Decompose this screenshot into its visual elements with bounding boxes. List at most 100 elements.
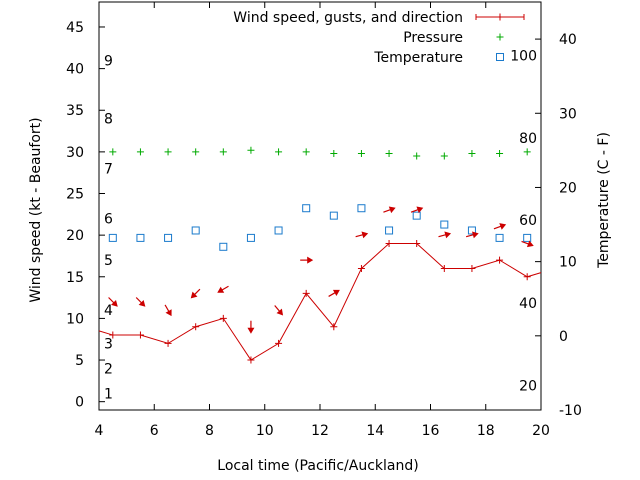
temperature-point: [329, 211, 338, 220]
pressure-point: [468, 150, 476, 158]
pressure-point: [275, 148, 283, 156]
wind-arrow: [438, 231, 452, 239]
y-right-tick-label: 0: [559, 329, 568, 345]
wind-arrow: [328, 289, 340, 297]
temperature-point: [219, 242, 228, 251]
temperature-point: [136, 233, 145, 242]
y-left-tick-label: 35: [66, 103, 84, 119]
y-left-tick-label: 5: [75, 353, 84, 369]
wind-point: [192, 323, 200, 331]
x-tick-label: 8: [205, 423, 214, 439]
fahrenheit-label: 20: [519, 379, 537, 395]
temperature-point: [302, 204, 311, 213]
wind-point: [164, 339, 172, 347]
legend-label-wind: Wind speed, gusts, and direction: [233, 10, 463, 26]
x-axis-label: Local time (Pacific/Auckland): [217, 458, 418, 474]
y-right-tick-label: 40: [559, 32, 577, 48]
pressure-point: [109, 148, 117, 156]
pressure-point: [136, 148, 144, 156]
wind-arrow: [410, 206, 424, 214]
wind-point: [523, 273, 531, 281]
wind-arrow: [108, 297, 118, 307]
y-left-tick-label: 40: [66, 62, 84, 78]
temperature-point: [385, 226, 394, 235]
legend-swatch-pressure: [496, 33, 504, 41]
wind-line: [98, 242, 542, 361]
wind-point: [275, 339, 283, 347]
wind-point: [136, 331, 144, 339]
temperature-point: [274, 226, 283, 235]
beaufort-label: 9: [104, 53, 113, 69]
temperature-point: [246, 233, 255, 242]
pressure-point: [302, 148, 310, 156]
x-tick-label: 18: [477, 423, 495, 439]
beaufort-label: 6: [104, 211, 113, 227]
beaufort-label: 4: [104, 303, 113, 319]
legend-swatch-wind-point: [496, 13, 504, 21]
wind-arrow-head: [499, 223, 507, 230]
wind-point: [357, 264, 365, 272]
wind-arrow: [383, 206, 396, 214]
pressure-point: [219, 148, 227, 156]
temperature-point: [523, 233, 532, 242]
wind-arrow-head: [247, 327, 255, 334]
pressure-point: [247, 146, 255, 154]
wind-arrow-head: [332, 289, 340, 296]
wind-arrow: [465, 231, 479, 239]
wind-point: [468, 264, 476, 272]
wind-arrow: [164, 304, 172, 317]
wind-point: [109, 331, 117, 339]
axis-layer: 4 6 8 10 12 14 16 18 20051015202530354045-100102…: [66, 1, 582, 439]
temperature-point: [495, 233, 504, 242]
beaufort-label: 1: [104, 386, 113, 402]
wind-arrow: [217, 285, 229, 293]
wind-arrow-head: [165, 309, 172, 317]
pressure-point: [413, 152, 421, 160]
pressure-point: [164, 148, 172, 156]
y-axis-label-left: Wind speed (kt - Beaufort): [28, 117, 44, 302]
beaufort-label: 3: [104, 336, 113, 352]
pressure-point: [523, 148, 531, 156]
y-right-tick-label: 20: [559, 180, 577, 196]
legend-layer: Wind speed, gusts, and direction Pressure…: [233, 10, 525, 66]
pressure-point: [357, 150, 365, 158]
wind-arrow: [135, 297, 146, 307]
temperature-point: [467, 226, 476, 235]
wind-arrow-head: [444, 231, 452, 239]
y-right-tick-label: 10: [559, 255, 577, 271]
x-tick-label: 4: [95, 423, 104, 439]
x-tick-label: 10: [256, 423, 274, 439]
pressure-point: [496, 150, 504, 158]
wind-point: [440, 264, 448, 272]
x-tick-label: 14: [366, 423, 384, 439]
y-left-tick-label: 30: [66, 145, 84, 161]
beaufort-label: 5: [104, 253, 113, 269]
legend-label-temperature: Temperature: [373, 50, 463, 66]
wind-arrow-head: [217, 286, 225, 293]
pressure-point: [385, 150, 393, 158]
x-tick-label: 16: [422, 423, 440, 439]
fahrenheit-label: 100: [510, 48, 537, 64]
y-left-tick-label: 45: [66, 20, 84, 36]
pressure-point: [330, 150, 338, 158]
wind-point: [302, 289, 310, 297]
wind-arrow: [521, 240, 534, 248]
wind-arrow: [190, 288, 201, 299]
x-tick-label: 20: [532, 423, 550, 439]
wind-arrow-head: [307, 256, 314, 264]
wind-arrow: [493, 223, 507, 230]
legend-label-pressure: Pressure: [403, 30, 463, 46]
fahrenheit-label: 80: [519, 131, 537, 147]
beaufort-label: 8: [104, 112, 113, 128]
wind-point: [219, 314, 227, 322]
wind-arrow-head: [138, 299, 146, 307]
wind-arrow-head: [416, 206, 424, 214]
y-left-tick-label: 15: [66, 270, 84, 286]
x-tick-label: 6: [150, 423, 159, 439]
temperature-point: [357, 204, 366, 213]
wind-arrow: [300, 256, 314, 264]
beaufort-label: 2: [104, 361, 113, 377]
legend-swatch-temperature: [496, 53, 504, 61]
wind-point: [413, 239, 421, 247]
wind-point: [496, 256, 504, 264]
